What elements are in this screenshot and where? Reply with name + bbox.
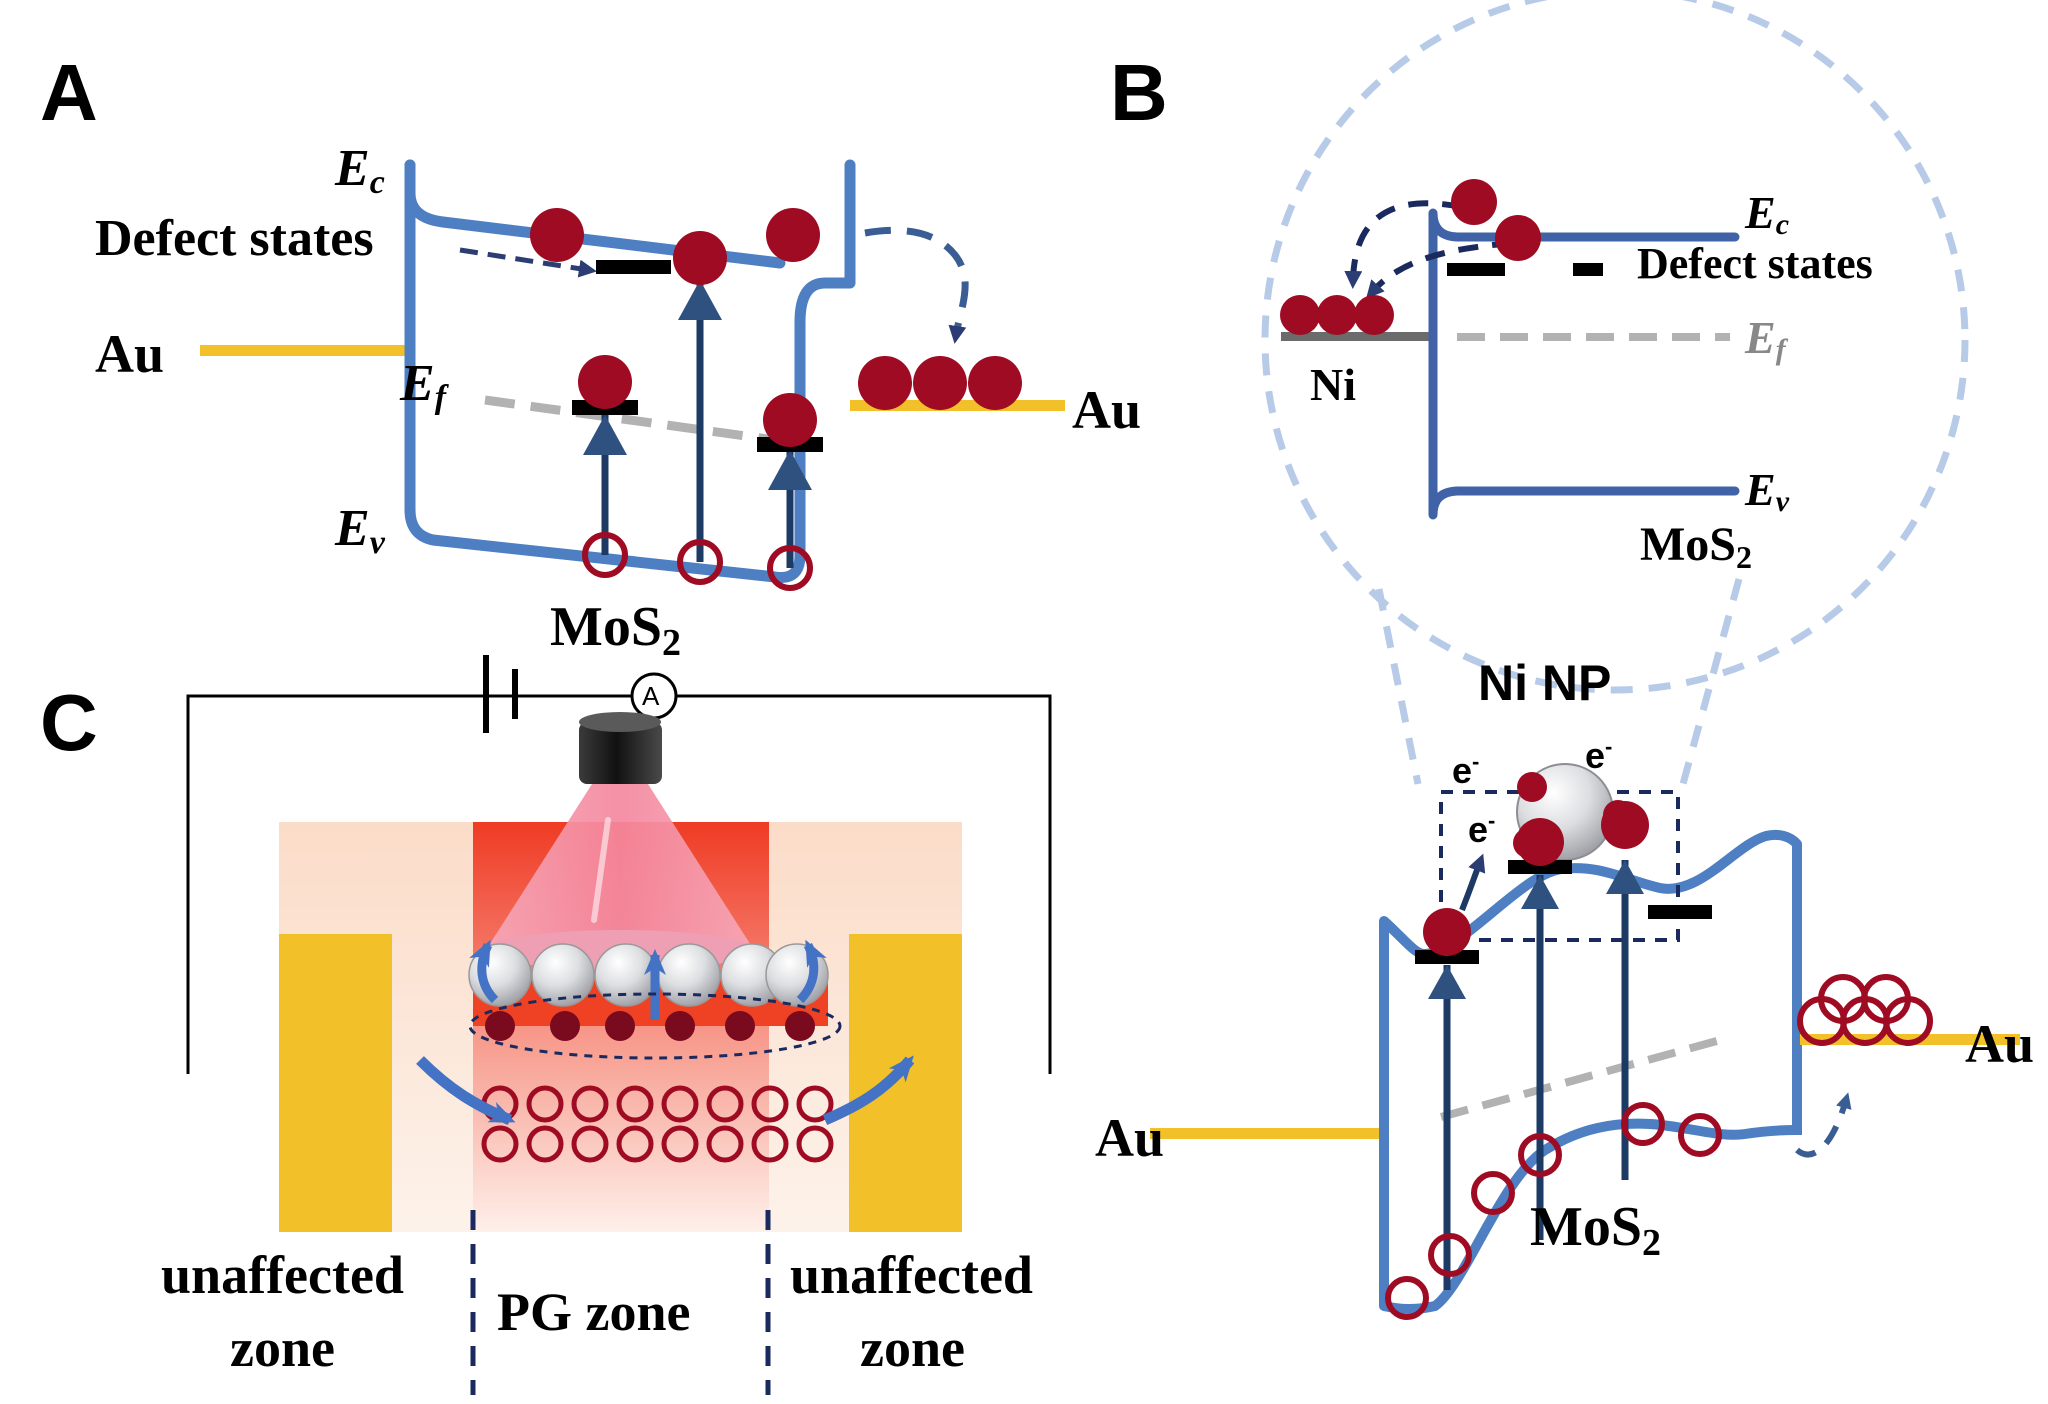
svg-text:e-: e- <box>1452 749 1479 791</box>
svg-text:Ef: Ef <box>1744 312 1789 366</box>
svg-text:Au: Au <box>95 324 164 384</box>
svg-text:unaffected: unaffected <box>790 1245 1033 1305</box>
svg-text:Ev: Ev <box>334 500 386 561</box>
svg-text:PG zone: PG zone <box>497 1282 690 1342</box>
svg-text:Au: Au <box>1095 1108 1164 1168</box>
svg-text:C: C <box>40 678 98 767</box>
svg-text:unaffected: unaffected <box>161 1245 404 1305</box>
svg-text:e-: e- <box>1468 808 1495 850</box>
svg-text:Defect states: Defect states <box>95 210 374 267</box>
svg-text:Ni NP: Ni NP <box>1478 655 1611 711</box>
svg-text:MoS2: MoS2 <box>550 596 681 664</box>
svg-text:A: A <box>642 681 660 711</box>
svg-text:Ec: Ec <box>1744 187 1789 241</box>
svg-text:Defect states: Defect states <box>1637 239 1873 288</box>
svg-text:A: A <box>40 48 98 137</box>
svg-text:Ni: Ni <box>1310 359 1356 410</box>
svg-text:zone: zone <box>860 1318 965 1378</box>
svg-text:Au: Au <box>1965 1014 2034 1074</box>
svg-text:Ec: Ec <box>334 140 385 201</box>
svg-text:Ev: Ev <box>1744 464 1790 518</box>
svg-text:B: B <box>1110 48 1168 137</box>
svg-text:zone: zone <box>230 1318 335 1378</box>
svg-text:e-: e- <box>1585 734 1612 776</box>
svg-text:MoS2: MoS2 <box>1640 518 1752 575</box>
svg-text:MoS2: MoS2 <box>1530 1196 1661 1264</box>
svg-text:Au: Au <box>1072 380 1141 440</box>
svg-text:Ef: Ef <box>399 355 450 416</box>
